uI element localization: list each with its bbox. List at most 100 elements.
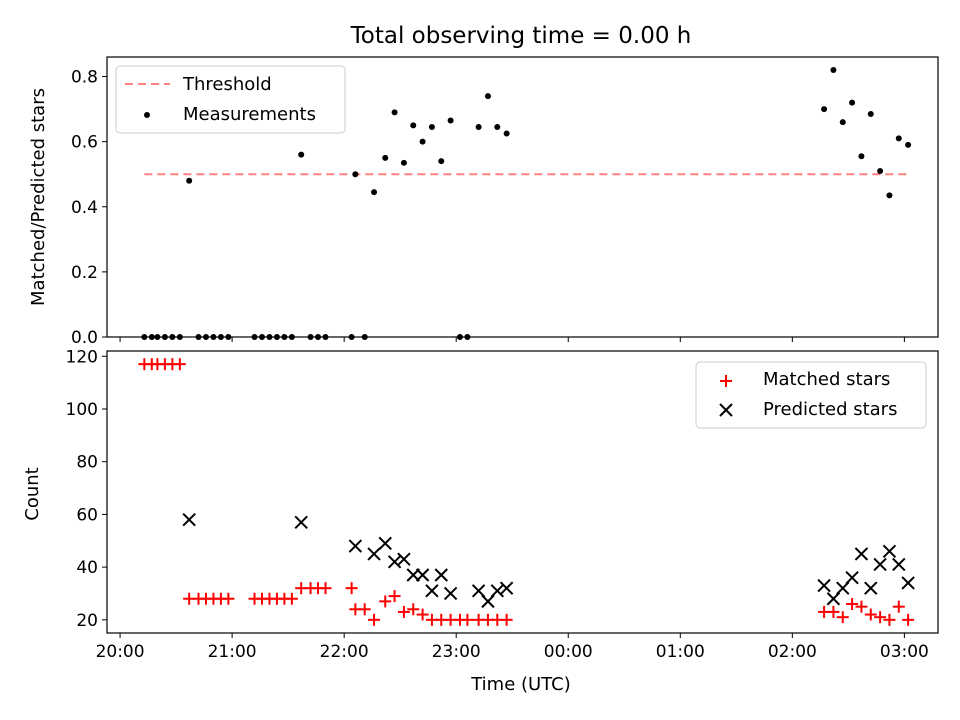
count-points (138, 358, 915, 626)
matched-star-point (222, 592, 235, 605)
predicted-star-point (882, 544, 897, 559)
x-b (425, 584, 439, 598)
predicted-star-point (499, 581, 514, 595)
x-tick-label: 22:00 (320, 642, 369, 662)
x-b (397, 552, 411, 566)
measurement-point (503, 130, 510, 137)
predicted-star-point (294, 515, 308, 530)
measurement-point (419, 138, 426, 145)
measurement-point (428, 124, 435, 130)
measurement-point (475, 124, 482, 130)
bottom-legend-box (695, 361, 927, 429)
x-b (854, 547, 869, 561)
y-tick-label: 0.4 (71, 198, 98, 218)
x-tick-label: 03:00 (880, 642, 929, 662)
matched-star-point (368, 613, 381, 626)
x-b (845, 570, 859, 585)
x-b (499, 581, 514, 595)
predicted-star-point (873, 557, 887, 572)
predicted-star-point (443, 586, 458, 601)
top-axes: 0.00.20.40.60.8 Matched/Predicted stars … (28, 56, 939, 348)
y-tick-label: 80 (76, 453, 98, 473)
top-chart-title: Total observing time = 0.00 h (350, 23, 692, 49)
measurement-point (298, 151, 305, 158)
matched-star-point (874, 611, 887, 624)
matched-star-point (416, 608, 429, 621)
top-x-ticks (119, 337, 905, 342)
x-tick-label: 20:00 (96, 642, 145, 662)
matched-star-point (461, 613, 474, 626)
y-tick-label: 0.6 (71, 133, 98, 153)
top-y-axis-label: Matched/Predicted stars (28, 88, 49, 306)
bottom-legend: Matched stars Predicted stars (695, 361, 927, 429)
top-y-ticks: 0.0 0.2 0.4 0.6 0.8 (71, 68, 107, 348)
matched-star-point (902, 613, 915, 626)
measurement-point (886, 192, 893, 199)
predicted-star-point (425, 584, 439, 598)
measurement-point (821, 106, 828, 113)
top-legend: Threshold Measurements (115, 65, 346, 134)
measurement-point (849, 99, 856, 106)
measurement-point (371, 189, 378, 196)
x-b (873, 557, 887, 572)
bottom-x-ticks: 20:00 21:00 22:00 23:00 00:00 01:00 02:00 03:00 (96, 633, 929, 662)
measurement-point (494, 124, 501, 130)
matched-star-point (358, 603, 371, 616)
predicted-star-point (378, 536, 392, 551)
threshold-legend-label: Threshold (182, 74, 272, 95)
predicted-star-point (901, 576, 915, 590)
measurement-point (877, 167, 884, 174)
predicted-star-point (892, 557, 906, 572)
x-b (294, 515, 308, 530)
x-b (415, 568, 430, 582)
predicted-star-point (348, 539, 363, 553)
matched-star-point (407, 603, 420, 616)
matched-star-point (883, 613, 896, 626)
measurement-point (447, 117, 454, 124)
measurement-point (352, 171, 359, 178)
measurement-point (830, 67, 837, 74)
y-tick-label: 0.0 (71, 328, 98, 348)
x-b (348, 539, 363, 553)
measurement-point (391, 109, 398, 116)
bottom-axes-frame (106, 350, 939, 634)
predicted-star-point (864, 581, 878, 595)
x-b (892, 557, 906, 572)
matched-legend-label: Matched stars (763, 369, 890, 390)
measurement-point (484, 93, 491, 100)
x-b (367, 547, 381, 561)
x-tick-label: 23:00 (432, 642, 481, 662)
x-b (817, 578, 831, 593)
x-b (490, 584, 504, 598)
measurement-point (867, 110, 874, 117)
matched-star-point (846, 598, 859, 611)
bottom-axes: 20 40 60 80 100 120 20:00 21:00 22:00 23:00 00:00… (22, 347, 939, 695)
measurement-point (400, 159, 407, 166)
measurement-point (895, 135, 902, 142)
top-axes-frame (106, 56, 939, 338)
x-b (882, 544, 897, 559)
matched-star-point (500, 613, 513, 626)
x-tick-label: 02:00 (768, 642, 817, 662)
matched-star-point (319, 582, 332, 595)
x-tick-label: 00:00 (544, 642, 593, 662)
matched-star-point (173, 358, 186, 371)
measurement-point (438, 158, 445, 165)
measurements-legend-swatch (144, 112, 150, 118)
matched-star-point (379, 595, 392, 608)
y-tick-label: 0.8 (71, 68, 98, 88)
x-axis-label: Time (UTC) (470, 674, 571, 695)
x-b (901, 576, 915, 590)
predicted-star-point (367, 547, 381, 561)
y-tick-label: 20 (76, 611, 98, 631)
y-tick-label: 0.2 (71, 263, 98, 283)
y-tick-label: 40 (76, 558, 98, 578)
predicted-legend-label: Predicted stars (763, 399, 897, 420)
predicted-star-point (817, 578, 831, 593)
y-tick-label: 120 (66, 347, 98, 367)
x-b (443, 586, 458, 601)
measurement-point (858, 153, 865, 160)
predicted-star-point (854, 547, 869, 561)
matched-star-point (892, 600, 905, 613)
matched-star-point (345, 582, 358, 595)
